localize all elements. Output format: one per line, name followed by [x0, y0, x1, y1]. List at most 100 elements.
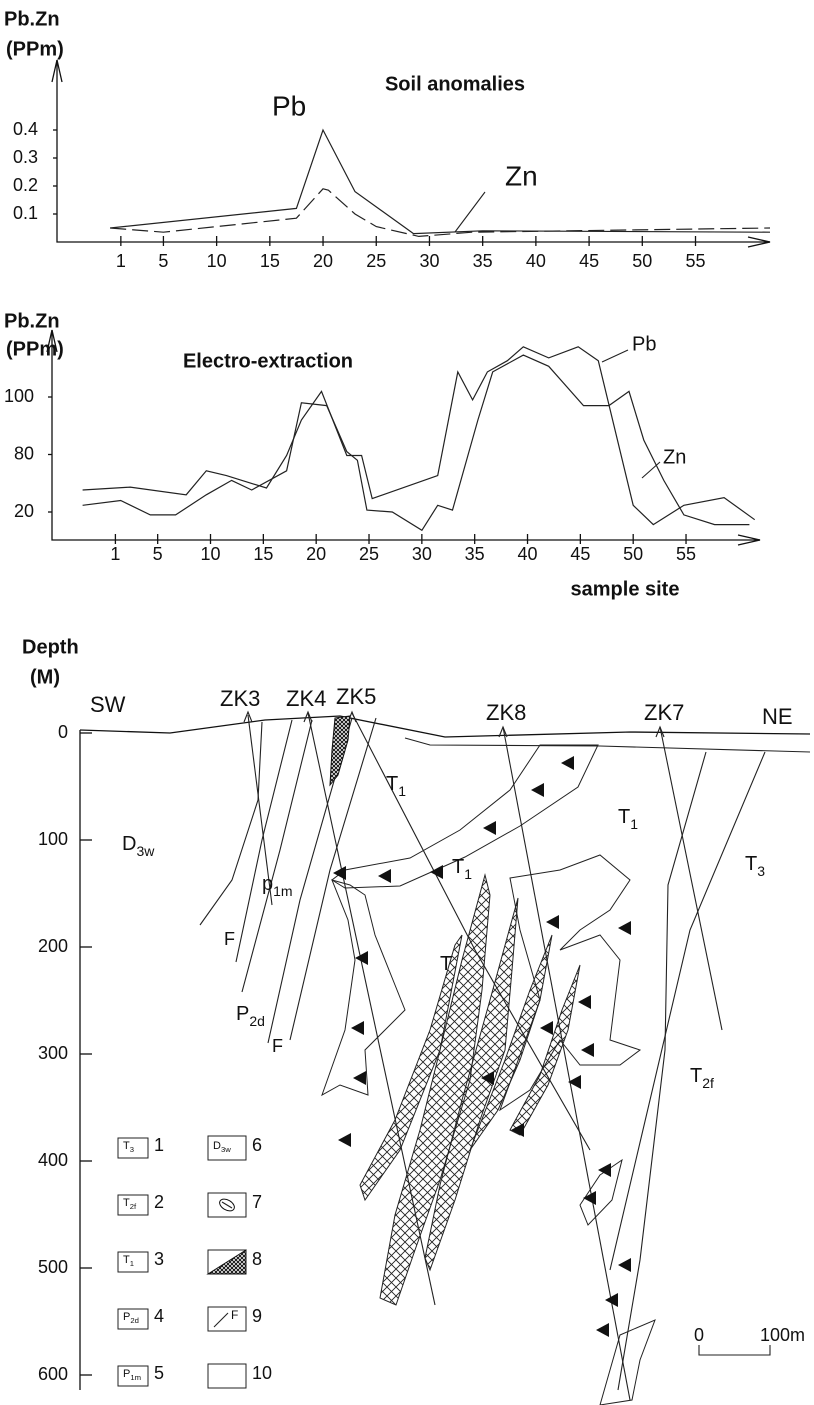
x-tick-label: 1	[110, 544, 120, 564]
series-line	[110, 128, 771, 235]
ore-lens	[329, 715, 351, 787]
depth-tick-label: 300	[38, 1043, 68, 1063]
y-tick-label: 0.2	[13, 175, 38, 195]
label-base: T	[745, 853, 757, 875]
y-axis-label: Pb.Zn	[4, 8, 60, 30]
legend-symbol: P2d	[123, 1311, 139, 1325]
x-axis-label: sample site	[571, 578, 680, 600]
leader-line	[454, 191, 486, 233]
ore-lens	[359, 934, 463, 1202]
y-axis-label: Depth	[22, 636, 79, 658]
legend-number: 5	[154, 1363, 164, 1383]
fault	[235, 719, 293, 963]
leader-line	[601, 349, 629, 363]
label-sub: 1m	[130, 1373, 141, 1382]
y-tick-label: 0.4	[13, 119, 38, 139]
breccia-symbol	[578, 995, 591, 1009]
ore-lens	[509, 964, 581, 1136]
series-line	[82, 346, 756, 526]
legend-box	[117, 1365, 149, 1387]
unit-label: F	[224, 929, 235, 949]
legend-ellipse	[219, 1198, 235, 1212]
direction-label: SW	[90, 692, 126, 717]
label-base: P	[236, 1003, 249, 1025]
x-tick-label: 50	[623, 544, 643, 564]
label-sub: 2d	[130, 1316, 139, 1325]
depth-tick-label: 600	[38, 1364, 68, 1384]
label-base: D	[122, 833, 136, 855]
depth-tick-label: 400	[38, 1150, 68, 1170]
label-sub: 1	[130, 1259, 134, 1268]
x-tick-label: 20	[313, 251, 333, 271]
fault	[241, 719, 313, 993]
series-label: Zn	[505, 160, 538, 191]
scale-label: 0	[694, 1325, 704, 1345]
y-tick-label: 0.1	[13, 203, 38, 223]
label-sub: 1	[398, 783, 406, 799]
unit-label: P2d	[236, 1003, 265, 1028]
ore-lens	[469, 934, 553, 1151]
x-tick-label: 5	[153, 544, 163, 564]
fault	[617, 751, 707, 1391]
drill-hole-label: ZK5	[336, 684, 376, 709]
legend-fault-symbol	[213, 1312, 229, 1328]
legend-box	[117, 1251, 149, 1273]
legend-number: 9	[252, 1306, 262, 1326]
unit-label: T3	[745, 853, 765, 878]
depth-tick-label: 200	[38, 936, 68, 956]
label-base: p	[262, 873, 273, 895]
legend-box	[207, 1363, 247, 1389]
x-tick-label: 20	[306, 544, 326, 564]
y-tick-label: 20	[14, 501, 34, 521]
label-base: F	[272, 1036, 283, 1056]
drill-hole-label: ZK4	[286, 686, 326, 711]
label-sub: 3w	[136, 843, 155, 859]
breccia-symbol	[378, 869, 391, 883]
breccia	[599, 1319, 656, 1405]
breccia-symbol	[596, 1323, 609, 1337]
breccia-symbol	[483, 821, 496, 835]
label-sub: 3	[130, 1145, 134, 1154]
leader-line	[641, 461, 661, 479]
label-base: T	[123, 1140, 130, 1152]
legend-box	[207, 1135, 247, 1161]
label-sub: 2f	[130, 1202, 137, 1211]
y-axis-label: (PPm)	[6, 38, 64, 60]
x-tick-label: 35	[473, 251, 493, 271]
drill-hole	[659, 726, 723, 1031]
breccia-symbol	[333, 866, 346, 880]
label-base: T	[452, 856, 464, 878]
axis-arrow	[46, 329, 761, 546]
unit-label: T	[440, 953, 452, 975]
label-sub: 1	[464, 866, 472, 882]
x-tick-label: 35	[465, 544, 485, 564]
x-tick-label: 30	[419, 251, 439, 271]
chart-title: Soil anomalies	[385, 73, 525, 95]
x-tick-label: 10	[200, 544, 220, 564]
x-tick-label: 40	[526, 251, 546, 271]
legend-ore	[206, 1249, 247, 1275]
breccia-symbol	[481, 1071, 494, 1085]
label-base: P	[123, 1368, 130, 1380]
y-tick-label: 100	[4, 386, 34, 406]
depth-tick-label: 500	[38, 1257, 68, 1277]
legend-symbol: P1m	[123, 1368, 141, 1382]
y-axis-label: Pb.Zn	[4, 310, 60, 332]
drill-hole	[247, 714, 273, 906]
contact-line	[404, 737, 811, 753]
y-tick-label: 80	[14, 443, 34, 463]
legend-number: 6	[252, 1135, 262, 1155]
x-tick-label: 5	[158, 251, 168, 271]
breccia-symbol	[605, 1293, 618, 1307]
fault	[199, 721, 263, 926]
ground-surface	[79, 715, 811, 738]
legend-number: 3	[154, 1249, 164, 1269]
unit-label: T2f	[690, 1065, 714, 1090]
direction-label: NE	[762, 704, 793, 729]
breccia-symbol	[583, 1191, 596, 1205]
label-base: T	[440, 953, 452, 975]
legend-number: 4	[154, 1306, 164, 1326]
